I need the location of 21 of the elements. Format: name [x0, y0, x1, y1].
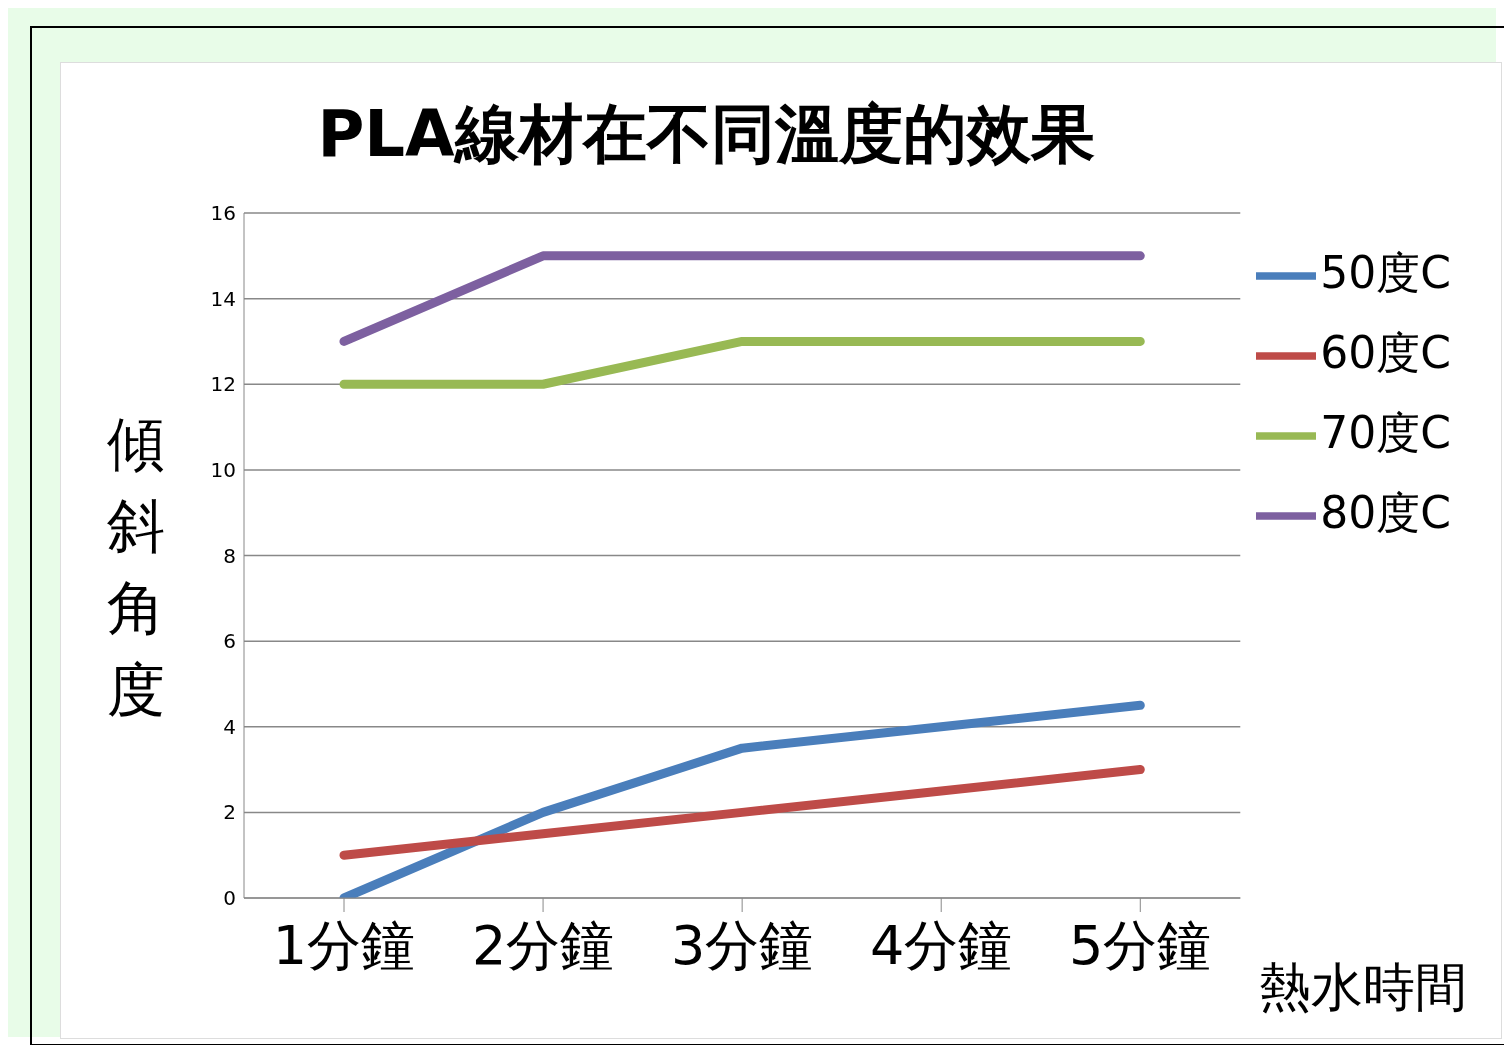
y-axis-title: 傾斜角度 [106, 409, 166, 726]
y-tick-label: 8 [223, 543, 236, 568]
y-tick-label: 4 [223, 714, 236, 739]
y-tick-label: 2 [223, 800, 236, 825]
x-tick-label: 2分鐘 [471, 914, 615, 978]
y-tick-label: 10 [210, 457, 236, 482]
x-tick-label: 4分鐘 [870, 914, 1013, 978]
x-tick-label: 3分鐘 [670, 914, 814, 978]
chart-title: PLA線材在不同溫度的效果 [316, 96, 1096, 173]
x-tick-label: 1分鐘 [272, 914, 416, 978]
legend-label: 60度C [1320, 327, 1451, 378]
legend-label: 50度C [1320, 247, 1451, 298]
y-tick-label: 0 [223, 886, 236, 911]
y-tick-label: 12 [210, 372, 236, 397]
y-tick-label: 6 [223, 629, 236, 654]
legend-label: 70度C [1320, 407, 1451, 458]
y-tick-label: 16 [210, 201, 236, 226]
x-tick-label: 5分鐘 [1069, 914, 1212, 978]
y-tick-label: 14 [210, 286, 236, 311]
legend-label: 80度C [1320, 487, 1451, 538]
x-axis-title: 熱水時間 [1259, 956, 1467, 1019]
